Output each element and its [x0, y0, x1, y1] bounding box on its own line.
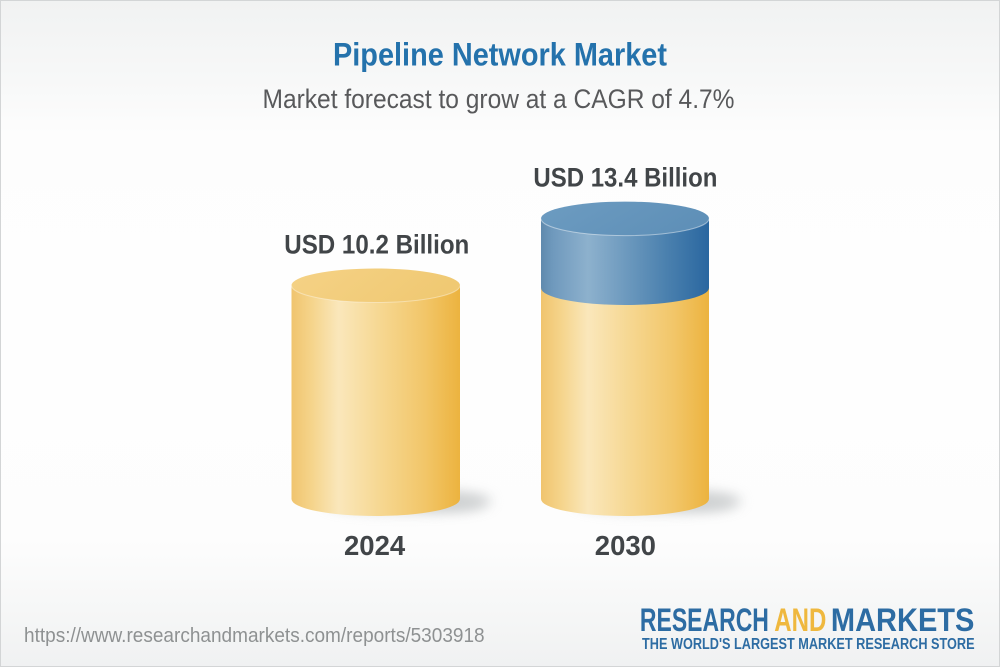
svg-text:AND: AND: [774, 602, 826, 638]
svg-text:RESEARCH: RESEARCH: [640, 602, 769, 638]
svg-text:https://www.researchandmarkets: https://www.researchandmarkets.com/repor…: [24, 624, 485, 647]
svg-text:THE WORLD'S LARGEST MARKET RES: THE WORLD'S LARGEST MARKET RESEARCH STOR…: [642, 636, 975, 653]
svg-text:Pipeline Network Market: Pipeline Network Market: [333, 37, 667, 73]
svg-text:USD 13.4 Billion: USD 13.4 Billion: [533, 162, 717, 192]
svg-text:MARKETS: MARKETS: [831, 602, 975, 638]
svg-text:2030: 2030: [595, 530, 656, 561]
svg-text:USD 10.2 Billion: USD 10.2 Billion: [284, 230, 469, 260]
svg-text:Market forecast to grow at a C: Market forecast to grow at a CAGR of 4.7…: [263, 84, 735, 114]
svg-text:2024: 2024: [344, 530, 406, 561]
